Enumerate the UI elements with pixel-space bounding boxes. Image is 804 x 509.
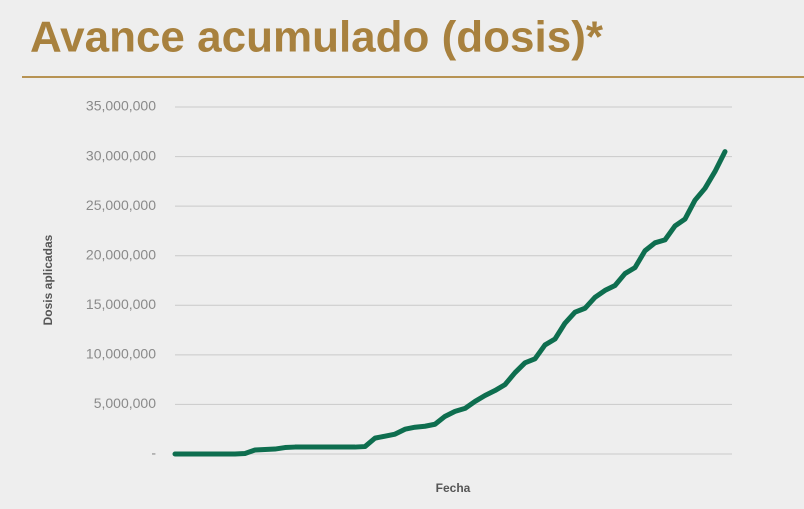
chart-title: Avance acumulado (dosis)* [30, 13, 604, 62]
y-axis-title: Dosis aplicadas [41, 234, 55, 325]
x-axis-title: Fecha [436, 481, 471, 495]
data-line [172, 149, 728, 457]
y-tick-label: 5,000,000 [94, 395, 156, 411]
y-tick-label: - [151, 445, 156, 461]
y-tick-label: 35,000,000 [86, 98, 156, 114]
y-tick-label: 30,000,000 [86, 147, 156, 163]
y-tick-label: 20,000,000 [86, 246, 156, 262]
y-tick-label: 10,000,000 [86, 346, 156, 362]
y-tick-label: 25,000,000 [86, 197, 156, 213]
y-tick-label: 15,000,000 [86, 296, 156, 312]
